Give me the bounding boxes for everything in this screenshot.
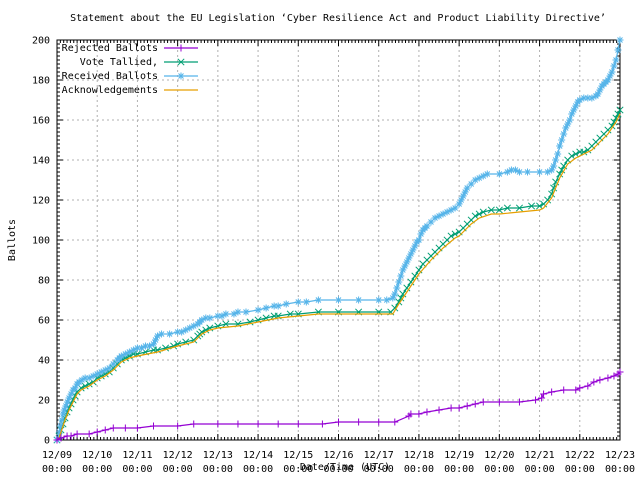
y-tick-label: 200 <box>32 36 50 47</box>
legend: Rejected Ballots Vote Tallied, Received Ba… <box>62 43 198 96</box>
x-tick-label-time: 00:00 <box>364 464 394 475</box>
y-tick-label: 100 <box>32 236 50 247</box>
x-tick-label-time: 00:00 <box>444 464 474 475</box>
grid <box>57 40 620 440</box>
series-vote-tallied <box>53 106 624 444</box>
y-tick-label: 160 <box>32 116 50 127</box>
legend-item-1: Rejected Ballots <box>62 43 198 54</box>
x-tick-label-time: 00:00 <box>605 464 635 475</box>
series-lines <box>53 36 624 444</box>
series-acknowledgements <box>56 113 621 441</box>
y-tick-label: 60 <box>38 316 50 327</box>
x-tick-label-time: 00:00 <box>122 464 152 475</box>
legend-label: Acknowledgements <box>62 85 158 96</box>
x-tick-label-date: 12/15 <box>283 450 313 461</box>
legend-item-3: Received Ballots <box>62 71 198 82</box>
x-tick-label-date: 12/19 <box>444 450 474 461</box>
y-tick-label: 180 <box>32 76 50 87</box>
y-tick-label: 0 <box>44 436 50 447</box>
x-tick-label-time: 00:00 <box>163 464 193 475</box>
x-tick-label-date: 12/23 <box>605 450 635 461</box>
y-tick-label: 80 <box>38 276 50 287</box>
series-line <box>56 113 621 441</box>
x-tick-label-time: 00:00 <box>42 464 72 475</box>
x-tick-label-time: 00:00 <box>565 464 595 475</box>
x-tick-label-time: 00:00 <box>323 464 353 475</box>
x-tick-label-time: 00:00 <box>243 464 273 475</box>
series-rejected-ballots <box>53 368 624 444</box>
x-tick-label-time: 00:00 <box>203 464 233 475</box>
x-tick-label-date: 12/09 <box>42 450 72 461</box>
y-tick-label: 20 <box>38 396 50 407</box>
x-tick-label-date: 12/21 <box>525 450 555 461</box>
legend-item-2: Vote Tallied, <box>80 57 198 68</box>
x-axis-label: Date/Time (UTC) <box>300 462 390 473</box>
x-tick-label-date: 12/12 <box>163 450 193 461</box>
x-tick-label-date: 12/18 <box>404 450 434 461</box>
chart-title: Statement about the EU Legislation ‘Cybe… <box>70 13 606 24</box>
x-tick-label-date: 12/14 <box>243 450 273 461</box>
y-axis-label: Ballots <box>7 219 18 261</box>
y-tick-label: 140 <box>32 156 50 167</box>
x-tick-label-date: 12/13 <box>203 450 233 461</box>
x-tick-label-time: 00:00 <box>82 464 112 475</box>
legend-label: Vote Tallied, <box>80 57 158 68</box>
x-tick-label-date: 12/17 <box>364 450 394 461</box>
axis-tick-labels: 0 20 40 60 80 100 120 140 160 180 200 12/09 00:00 12/… <box>32 36 635 476</box>
x-tick-label-time: 00:00 <box>283 464 313 475</box>
legend-label: Rejected Ballots <box>62 43 158 54</box>
x-tick-label-date: 12/11 <box>122 450 152 461</box>
series-received-ballots <box>53 36 624 444</box>
y-tick-label: 120 <box>32 196 50 207</box>
x-tick-label-time: 00:00 <box>484 464 514 475</box>
x-tick-label-date: 12/22 <box>565 450 595 461</box>
plot-border <box>56 39 621 441</box>
y-tick-label: 40 <box>38 356 50 367</box>
x-tick-label-date: 12/16 <box>323 450 353 461</box>
x-tick-label-time: 00:00 <box>404 464 434 475</box>
legend-item-4: Acknowledgements <box>62 85 198 96</box>
x-tick-label-date: 12/20 <box>484 450 514 461</box>
legend-label: Received Ballots <box>62 71 158 82</box>
x-tick-label-time: 00:00 <box>525 464 555 475</box>
x-tick-label-date: 12/10 <box>82 450 112 461</box>
